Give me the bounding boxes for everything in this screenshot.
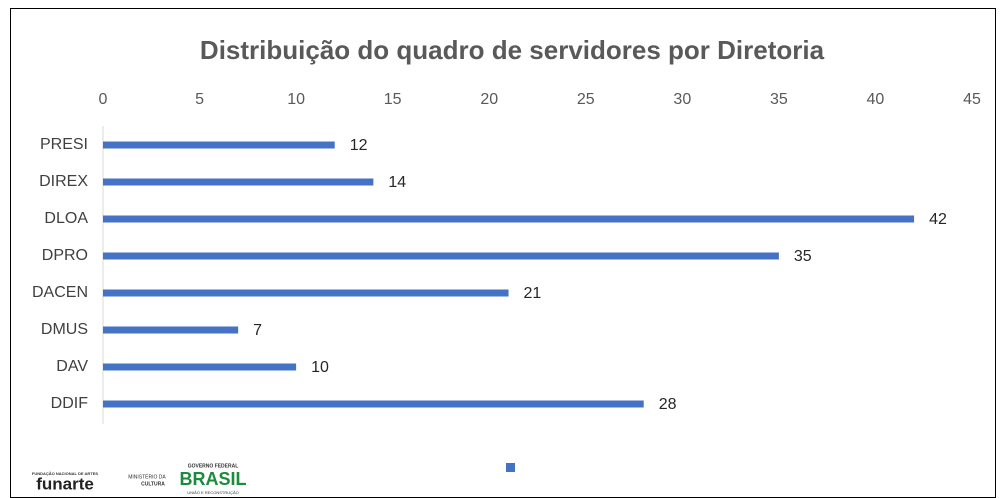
logo-ministry: MINISTÉRIO DA — [128, 473, 166, 480]
value-label: 35 — [794, 248, 812, 265]
logo-motto: UNIÃO E RECONSTRUÇÃO — [187, 490, 239, 495]
value-label: 10 — [311, 359, 329, 376]
y-tick-label: DIREX — [39, 173, 88, 190]
x-tick-label: 5 — [195, 91, 204, 108]
x-tick-label: 45 — [963, 91, 981, 108]
value-label: 42 — [929, 211, 947, 228]
legend-marker — [506, 463, 515, 472]
bar — [103, 141, 335, 149]
y-tick-label: DDIF — [51, 395, 89, 412]
x-tick-label: 0 — [99, 91, 108, 108]
logo-caption: FUNDAÇÃO NACIONAL DE ARTES — [32, 471, 99, 476]
x-tick-label: 15 — [384, 91, 402, 108]
bar — [103, 326, 239, 334]
bar — [103, 178, 374, 186]
bar — [103, 215, 915, 223]
y-tick-label: PRESI — [40, 136, 88, 153]
x-tick-label: 10 — [287, 91, 305, 108]
bar — [103, 363, 297, 371]
value-label: 7 — [253, 322, 262, 339]
y-tick-label: DAV — [56, 358, 88, 375]
y-tick-label: DPRO — [42, 247, 88, 264]
logo-culture: CULTURA — [141, 481, 165, 487]
logo-brasil: BRASIL — [180, 469, 247, 489]
bar — [103, 252, 779, 260]
value-label: 21 — [524, 285, 542, 302]
x-tick-label: 20 — [480, 91, 498, 108]
logo-funarte: funarte — [36, 474, 94, 493]
y-tick-label: DLOA — [44, 210, 88, 227]
x-tick-label: 25 — [577, 91, 595, 108]
x-tick-label: 40 — [867, 91, 885, 108]
bar — [103, 400, 644, 408]
value-label: 28 — [659, 396, 677, 413]
value-label: 12 — [350, 137, 368, 154]
logos: FUNDAÇÃO NACIONAL DE ARTES funarte MINIS… — [32, 463, 247, 495]
logo-government: GOVERNO FEDERAL — [188, 463, 239, 469]
x-tick-label: 35 — [770, 91, 788, 108]
y-tick-label: DACEN — [32, 284, 88, 301]
y-tick-label: DMUS — [41, 321, 88, 338]
chart-title: Distribuição do quadro de servidores por… — [200, 35, 825, 65]
value-label: 14 — [388, 174, 406, 191]
x-tick-label: 30 — [673, 91, 691, 108]
bar — [103, 289, 509, 297]
